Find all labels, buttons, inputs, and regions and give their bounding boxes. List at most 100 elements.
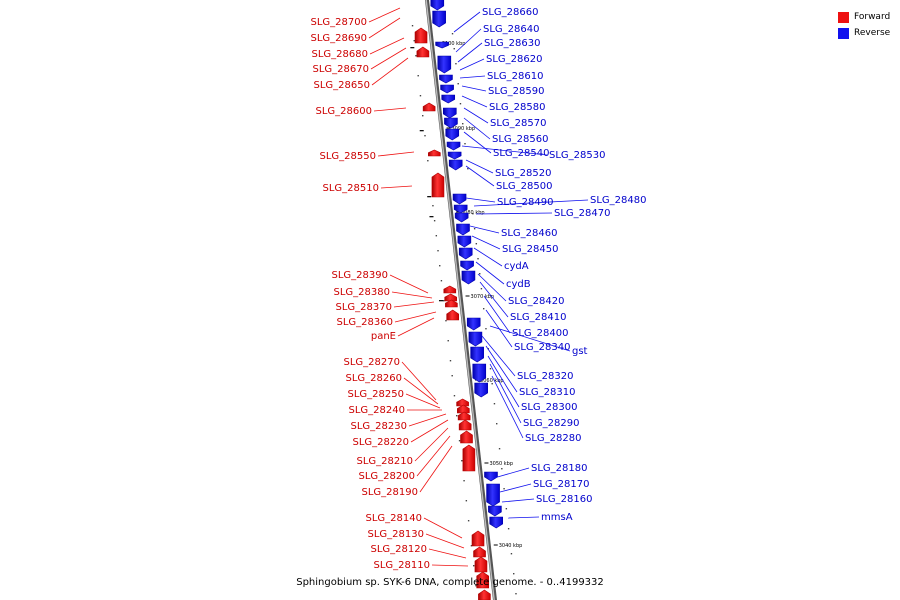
forward-gene-11[interactable] — [457, 411, 471, 421]
reverse-gene-23[interactable] — [470, 346, 484, 363]
forward-gene-19[interactable] — [478, 589, 491, 600]
reverse-gene-24[interactable] — [472, 363, 487, 383]
reverse-gene-label-1[interactable]: SLG_28640 — [483, 24, 539, 35]
reverse-gene-27[interactable] — [486, 483, 500, 507]
reverse-gene-11[interactable] — [447, 151, 462, 160]
reverse-gene-label-10[interactable]: SLG_28530 — [549, 150, 605, 161]
forward-gene-label-5[interactable]: SLG_28600 — [316, 106, 372, 117]
forward-gene-label-9[interactable]: SLG_28380 — [334, 287, 390, 298]
reverse-gene-label-15[interactable]: SLG_28470 — [554, 208, 610, 219]
reverse-gene-28[interactable] — [488, 505, 502, 517]
forward-gene-18[interactable] — [476, 571, 490, 589]
reverse-gene-26[interactable] — [484, 471, 498, 482]
reverse-gene-label-2[interactable]: SLG_28630 — [484, 38, 540, 49]
reverse-gene-label-14[interactable]: SLG_28480 — [590, 195, 646, 206]
reverse-gene-14[interactable] — [453, 204, 468, 214]
reverse-gene-21[interactable] — [466, 317, 481, 331]
reverse-gene-15[interactable] — [454, 212, 469, 223]
forward-gene-16[interactable] — [473, 546, 486, 558]
reverse-gene-9[interactable] — [445, 128, 460, 141]
forward-gene-label-15[interactable]: SLG_28250 — [348, 389, 404, 400]
forward-gene-3[interactable] — [428, 149, 441, 157]
forward-gene-17[interactable] — [474, 556, 488, 573]
reverse-gene-label-24[interactable]: gst — [572, 346, 588, 357]
reverse-gene-label-20[interactable]: SLG_28420 — [508, 296, 564, 307]
reverse-gene-label-32[interactable]: SLG_28160 — [536, 494, 592, 505]
reverse-gene-label-26[interactable]: SLG_28310 — [519, 387, 575, 398]
reverse-gene-label-11[interactable]: SLG_28520 — [495, 168, 551, 179]
reverse-gene-label-18[interactable]: cydA — [504, 261, 529, 272]
forward-gene-label-11[interactable]: SLG_28360 — [337, 317, 393, 328]
forward-gene-13[interactable] — [460, 430, 473, 444]
forward-gene-label-17[interactable]: SLG_28230 — [351, 421, 407, 432]
forward-gene-label-12[interactable]: panE — [371, 331, 396, 342]
reverse-gene-18[interactable] — [458, 247, 473, 260]
reverse-gene-label-33[interactable]: mmsA — [541, 512, 573, 523]
reverse-gene-29[interactable] — [489, 516, 503, 529]
reverse-gene-label-4[interactable]: SLG_28610 — [487, 71, 543, 82]
forward-gene-label-21[interactable]: SLG_28190 — [362, 487, 418, 498]
forward-gene-label-13[interactable]: SLG_28270 — [344, 357, 400, 368]
forward-gene-label-6[interactable]: SLG_28550 — [320, 151, 376, 162]
reverse-gene-label-5[interactable]: SLG_28590 — [488, 86, 544, 97]
reverse-gene-label-12[interactable]: SLG_28500 — [496, 181, 552, 192]
reverse-gene-25[interactable] — [474, 382, 488, 398]
reverse-gene-label-0[interactable]: SLG_28660 — [482, 7, 538, 18]
reverse-gene-16[interactable] — [456, 223, 470, 236]
forward-gene-7[interactable] — [445, 299, 458, 308]
forward-gene-label-10[interactable]: SLG_28370 — [336, 302, 392, 313]
forward-gene-4[interactable] — [431, 172, 445, 198]
forward-gene-1[interactable] — [416, 46, 430, 58]
forward-gene-15[interactable] — [471, 530, 485, 547]
reverse-gene-label-23[interactable]: SLG_28340 — [514, 342, 570, 353]
reverse-gene-8[interactable] — [444, 117, 458, 129]
reverse-gene-label-25[interactable]: SLG_28320 — [517, 371, 573, 382]
forward-gene-10[interactable] — [457, 404, 470, 414]
reverse-gene-label-13[interactable]: SLG_28490 — [497, 197, 553, 208]
reverse-gene-17[interactable] — [457, 235, 472, 248]
forward-gene-12[interactable] — [458, 419, 472, 431]
forward-gene-label-22[interactable]: SLG_28140 — [366, 513, 422, 524]
reverse-gene-22[interactable] — [468, 331, 483, 347]
reverse-gene-label-6[interactable]: SLG_28580 — [489, 102, 545, 113]
reverse-gene-label-22[interactable]: SLG_28400 — [512, 328, 568, 339]
reverse-gene-label-9[interactable]: SLG_28540 — [493, 148, 549, 159]
forward-gene-6[interactable] — [444, 293, 458, 302]
reverse-gene-3[interactable] — [437, 55, 452, 74]
reverse-gene-13[interactable] — [452, 193, 467, 205]
forward-gene-label-0[interactable]: SLG_28700 — [311, 17, 367, 28]
reverse-gene-label-30[interactable]: SLG_28180 — [531, 463, 587, 474]
forward-gene-label-14[interactable]: SLG_28260 — [346, 373, 402, 384]
reverse-gene-19[interactable] — [460, 260, 474, 271]
forward-gene-5[interactable] — [443, 285, 457, 294]
reverse-gene-label-21[interactable]: SLG_28410 — [510, 312, 566, 323]
forward-gene-label-3[interactable]: SLG_28670 — [313, 64, 369, 75]
forward-gene-label-2[interactable]: SLG_28680 — [312, 49, 368, 60]
forward-gene-label-24[interactable]: SLG_28120 — [371, 544, 427, 555]
reverse-gene-label-8[interactable]: SLG_28560 — [492, 134, 548, 145]
reverse-gene-12[interactable] — [448, 159, 463, 171]
reverse-gene-label-27[interactable]: SLG_28300 — [521, 402, 577, 413]
forward-gene-label-19[interactable]: SLG_28210 — [357, 456, 413, 467]
forward-gene-label-7[interactable]: SLG_28510 — [323, 183, 379, 194]
reverse-gene-label-16[interactable]: SLG_28460 — [501, 228, 557, 239]
forward-gene-0[interactable] — [414, 27, 428, 44]
forward-gene-label-25[interactable]: SLG_28110 — [374, 560, 430, 571]
reverse-gene-label-7[interactable]: SLG_28570 — [490, 118, 546, 129]
reverse-gene-label-17[interactable]: SLG_28450 — [502, 244, 558, 255]
reverse-gene-4[interactable] — [439, 74, 453, 84]
forward-gene-label-1[interactable]: SLG_28690 — [311, 33, 367, 44]
reverse-gene-1[interactable] — [432, 10, 446, 28]
reverse-gene-6[interactable] — [441, 94, 456, 104]
reverse-gene-10[interactable] — [446, 141, 461, 151]
forward-gene-label-23[interactable]: SLG_28130 — [368, 529, 424, 540]
reverse-gene-7[interactable] — [443, 107, 457, 119]
reverse-gene-label-19[interactable]: cydB — [506, 279, 531, 290]
forward-gene-label-18[interactable]: SLG_28220 — [353, 437, 409, 448]
reverse-gene-2[interactable] — [435, 41, 449, 49]
forward-gene-label-20[interactable]: SLG_28200 — [359, 471, 415, 482]
forward-gene-8[interactable] — [446, 309, 459, 321]
reverse-gene-label-3[interactable]: SLG_28620 — [486, 54, 542, 65]
reverse-gene-label-31[interactable]: SLG_28170 — [533, 479, 589, 490]
reverse-gene-5[interactable] — [440, 84, 454, 94]
